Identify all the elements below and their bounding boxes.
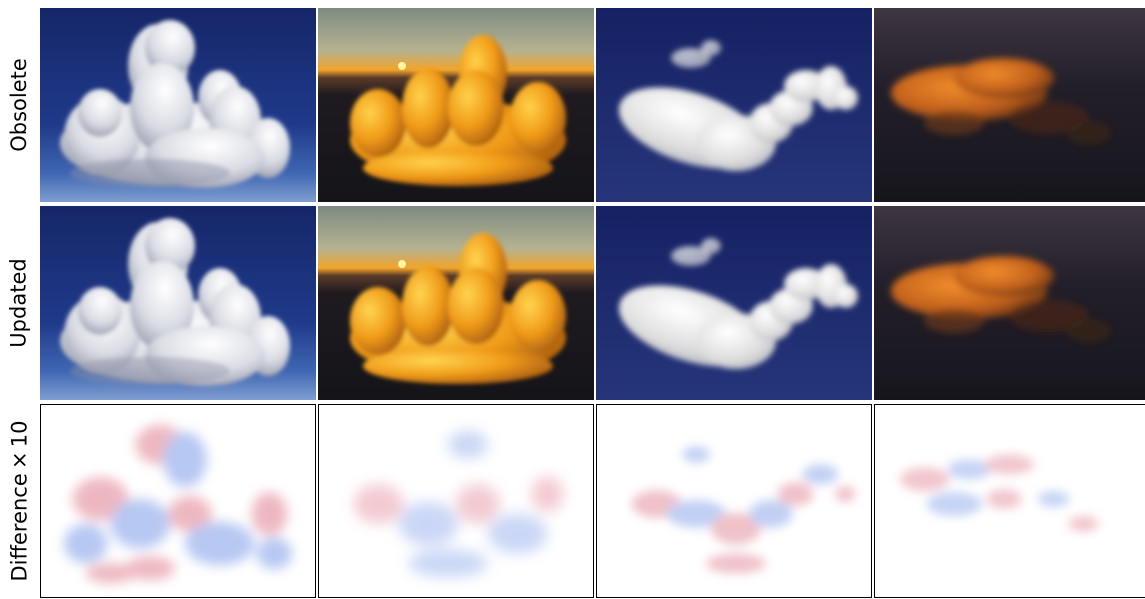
obsolete-smoke-dusk-image [874, 8, 1145, 202]
row-label-difference: Difference × 10 [0, 404, 38, 598]
difference-smoke-dusk-image [874, 404, 1145, 598]
updated-smoke-dusk-image [874, 206, 1145, 400]
row-label-updated-text: Updated [7, 258, 32, 348]
row-label-obsolete-text: Obsolete [7, 58, 31, 152]
updated-smoke-blue-sky-image [596, 206, 872, 400]
difference-cumulus-sunset-image [318, 404, 594, 598]
obsolete-cumulus-sunset-image [318, 8, 594, 202]
obsolete-cumulus-blue-sky-image [40, 8, 316, 202]
row-label-obsolete: Obsolete [0, 8, 38, 202]
row-label-updated: Updated [0, 206, 38, 400]
difference-cumulus-blue-sky-image [40, 404, 316, 598]
difference-smoke-blue-sky-image [596, 404, 872, 598]
updated-cumulus-blue-sky-image [40, 206, 316, 400]
row-label-difference-text: Difference × 10 [7, 420, 31, 582]
obsolete-smoke-blue-sky-image [596, 8, 872, 202]
updated-cumulus-sunset-image [318, 206, 594, 400]
